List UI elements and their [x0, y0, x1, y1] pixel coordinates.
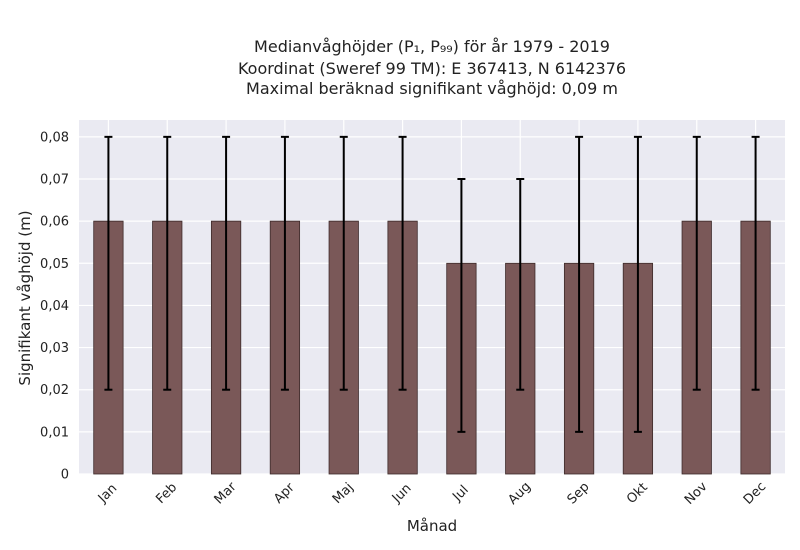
y-tick-label: 0,02 — [40, 383, 69, 398]
x-tick-label: Feb — [153, 480, 180, 507]
x-tick-label: Jan — [95, 481, 120, 506]
x-tick-label: Nov — [682, 479, 711, 508]
x-tick-label: Dec — [741, 479, 769, 507]
x-axis-label: Månad — [407, 517, 457, 535]
x-tick-label: Jun — [389, 481, 415, 507]
error-bar-aug — [516, 178, 525, 391]
error-bars — [104, 135, 760, 433]
x-tick-label: Jul — [449, 483, 471, 505]
error-bar-sep — [575, 135, 584, 433]
x-tick-label: Maj — [330, 480, 357, 507]
x-tick-label: Apr — [271, 480, 298, 507]
plot-area — [79, 120, 785, 474]
chart-title: Medianvåghöjder (P₁, P₉₉) för år 1979 - … — [238, 37, 626, 98]
y-axis-ticks: 0 0,01 0,02 0,03 0,04 0,05 0,06 0,07 0,08 — [40, 130, 69, 482]
y-tick-label: 0,07 — [40, 173, 69, 188]
y-tick-label: 0,08 — [40, 130, 69, 145]
chart-title-line-2: Koordinat (Sweref 99 TM): E 367413, N 61… — [238, 59, 626, 78]
x-tick-label: Okt — [624, 480, 651, 507]
chart-title-line-1: Medianvåghöjder (P₁, P₉₉) för år 1979 - … — [254, 37, 610, 56]
y-tick-label: 0,06 — [40, 215, 69, 230]
error-bar-jul — [457, 178, 466, 433]
y-tick-label: 0,03 — [40, 341, 69, 356]
chart-title-line-3: Maximal beräknad signifikant våghöjd: 0,… — [246, 79, 618, 98]
error-bar-okt — [633, 135, 642, 433]
error-bar-nov — [692, 135, 701, 391]
y-tick-label: 0,01 — [40, 425, 69, 440]
y-tick-label: 0,05 — [40, 257, 69, 272]
error-bar-jan — [104, 135, 113, 391]
error-bar-dec — [751, 135, 760, 391]
error-bar-jun — [398, 135, 407, 391]
error-bar-mar — [222, 135, 231, 391]
x-tick-label: Sep — [565, 480, 593, 508]
y-tick-label: 0,04 — [40, 299, 69, 314]
x-axis-ticks: Jan Feb Mar Apr Maj Jun Jul Aug Sep Okt Nov Dec — [95, 479, 769, 508]
error-bar-maj — [339, 135, 348, 391]
y-tick-label: 0 — [61, 468, 69, 483]
x-tick-label: Mar — [212, 479, 240, 507]
error-bar-apr — [280, 135, 289, 391]
error-bar-feb — [163, 135, 172, 391]
x-tick-label: Aug — [505, 479, 534, 508]
y-axis-label: Signifikant våghöjd (m) — [16, 210, 34, 385]
